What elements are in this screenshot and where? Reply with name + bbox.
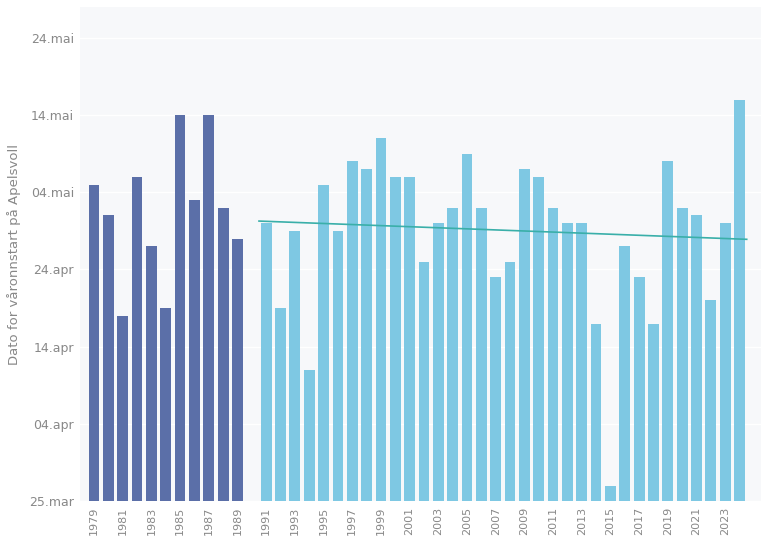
Bar [131, 177, 142, 501]
Bar [189, 200, 200, 501]
Bar [691, 215, 702, 501]
Bar [562, 223, 573, 501]
Bar [376, 138, 386, 501]
Bar [103, 215, 114, 501]
Bar [347, 162, 358, 501]
Bar [118, 316, 128, 501]
Bar [634, 277, 644, 501]
Bar [304, 370, 315, 501]
Bar [390, 177, 401, 501]
Bar [605, 486, 616, 501]
Bar [677, 208, 687, 501]
Bar [620, 246, 631, 501]
Bar [476, 208, 487, 501]
Bar [290, 231, 300, 501]
Bar [232, 238, 243, 501]
Bar [548, 208, 558, 501]
Bar [261, 223, 272, 501]
Bar [720, 223, 730, 501]
Bar [333, 231, 343, 501]
Bar [275, 308, 286, 501]
Bar [591, 324, 601, 501]
Bar [161, 308, 171, 501]
Bar [419, 262, 429, 501]
Bar [433, 223, 444, 501]
Bar [519, 169, 530, 501]
Bar [533, 177, 544, 501]
Bar [318, 184, 329, 501]
Bar [404, 177, 415, 501]
Bar [505, 262, 515, 501]
Bar [648, 324, 659, 501]
Bar [174, 115, 185, 501]
Bar [204, 115, 214, 501]
Bar [462, 153, 472, 501]
Bar [146, 246, 157, 501]
Bar [361, 169, 372, 501]
Bar [734, 100, 745, 501]
Bar [663, 162, 674, 501]
Y-axis label: Dato for våronnstart på Apelsvoll: Dato for våronnstart på Apelsvoll [7, 144, 21, 365]
Bar [490, 277, 501, 501]
Bar [706, 300, 717, 501]
Bar [88, 184, 99, 501]
Bar [576, 223, 587, 501]
Bar [447, 208, 458, 501]
Bar [218, 208, 229, 501]
